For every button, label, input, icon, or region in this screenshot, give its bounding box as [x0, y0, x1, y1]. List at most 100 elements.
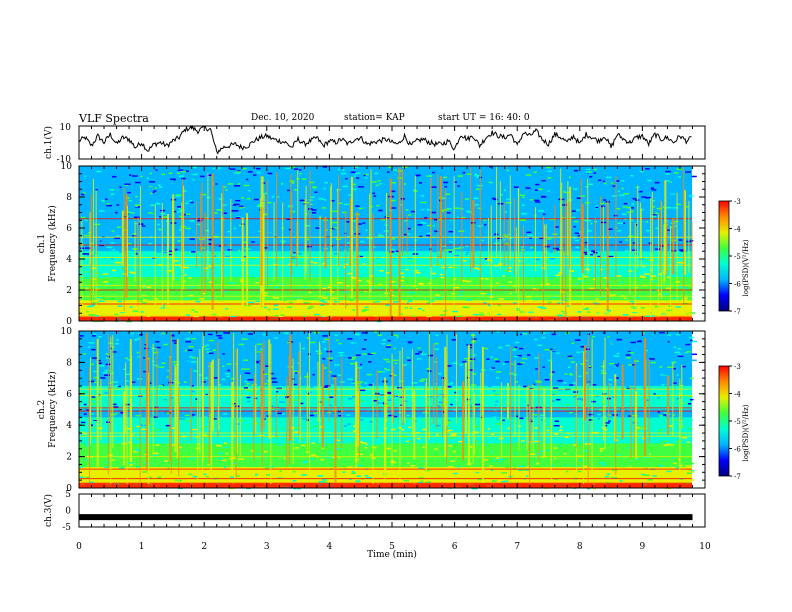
ch2-spectrogram-speckle [435, 334, 439, 337]
ch1-spectrogram-speckle [206, 196, 211, 199]
ch1-spectrogram-speckle [184, 215, 188, 217]
ch2-spectrogram-y-tick-label: 6 [66, 390, 72, 400]
ch2-spectrogram-speckle [411, 402, 415, 405]
ch2-spectrogram-speckle [475, 333, 479, 336]
ch1-spectrogram-speckle [458, 297, 461, 299]
ch1-spectrogram-speckle [445, 184, 450, 187]
ch2-spectrogram-speckle [368, 384, 373, 386]
ch1-spectrogram-speckle [163, 166, 166, 169]
ch1-spectrogram-speckle [114, 261, 118, 264]
ch1-spectrogram-speckle [527, 234, 534, 237]
ch2-spectrogram-speckle [437, 429, 443, 431]
ch3-voltage-tick-label: 0 [65, 507, 71, 517]
ch1-spectrogram-speckle [322, 262, 326, 265]
ch2-spectrogram-speckle [301, 474, 308, 476]
ch1-spectrogram-speckle [477, 268, 481, 271]
ch2-spectrogram-speckle [351, 470, 355, 473]
ch2-spectrogram-speckle [602, 332, 605, 334]
ch2-spectrogram-speckle [505, 466, 510, 469]
ch2-spectrogram-speckle [339, 354, 344, 357]
ch2-spectrogram-speckle [447, 365, 452, 367]
ch2-spectrogram-speckle [522, 333, 526, 335]
ch2-spectrogram-speckle [217, 483, 221, 485]
ch1-spectrogram-speckle [166, 270, 172, 272]
ch1-spectrogram-speckle [639, 170, 644, 173]
ch2-spectrogram-speckle [600, 369, 604, 372]
ch2-spectrogram-y-tick-label: 2 [66, 453, 72, 463]
ch2-spectrogram-speckle [683, 417, 687, 420]
ch2-spectrogram-speckle [627, 447, 633, 449]
ch1-spectrogram-speckle [355, 172, 361, 174]
ch1-spectrogram-speckle [609, 263, 613, 266]
ch1-spectrogram-speckle [364, 306, 369, 309]
ch1-spectrogram-speckle [264, 285, 267, 287]
ch1-spectrogram-speckle [262, 192, 267, 195]
ch1-spectrogram-band [79, 176, 692, 180]
ch1-spectrogram-speckle [631, 306, 636, 308]
ch1-spectrogram-speckle [117, 305, 123, 307]
ch2-spectrogram-speckle [406, 440, 410, 443]
ch2-spectrogram-speckle [648, 358, 655, 360]
ch2-spectrogram-speckle [418, 467, 424, 469]
ch2-spectrogram-colorbar-label: log(PSD)(V²/Hz) [742, 404, 750, 461]
ch2-spectrogram-speckle [640, 429, 645, 431]
ch2-spectrogram-speckle [104, 374, 110, 376]
ch2-spectrogram-speckle [463, 357, 468, 360]
ch1-spectrogram-speckle [561, 252, 567, 255]
ch1-spectrogram-speckle [309, 174, 316, 177]
ch1-spectrogram-speckle [186, 302, 190, 304]
ch1-spectrogram-speckle [262, 294, 268, 297]
ch2-spectrogram-speckle [348, 397, 353, 400]
ch1-spectrogram-speckle [497, 313, 502, 316]
ch2-spectrogram-speckle [309, 414, 314, 417]
ch1-spectrogram-speckle [337, 202, 343, 205]
ch2-spectrogram-speckle [576, 415, 580, 418]
ch1-spectrogram-speckle [519, 194, 526, 196]
ch2-spectrogram-speckle [673, 373, 677, 375]
ch2-spectrogram-speckle [353, 444, 356, 446]
ch1-spectrogram-speckle [277, 196, 280, 198]
ch2-spectrogram-speckle [525, 466, 529, 469]
ch2-spectrogram-speckle [486, 451, 491, 454]
ch2-spectrogram-speckle [195, 447, 201, 450]
ch2-spectrogram-speckle [650, 471, 653, 474]
ch1-spectrogram-speckle [323, 187, 327, 190]
ch1-spectrogram-speckle [180, 170, 186, 173]
ch2-spectrogram-speckle [447, 383, 453, 385]
ch2-spectrogram-speckle [100, 393, 103, 396]
ch1-spectrogram-speckle [413, 285, 417, 287]
ch1-spectrogram-speckle [183, 266, 189, 269]
ch2-spectrogram-speckle [317, 475, 324, 477]
ch2-spectrogram-speckle [390, 461, 397, 464]
ch1-spectrogram-speckle [296, 250, 303, 252]
ch2-spectrogram-speckle [597, 438, 604, 440]
ch2-spectrogram-speckle [323, 386, 328, 388]
ch2-spectrogram-speckle [331, 409, 338, 412]
ch2-spectrogram-speckle [538, 366, 543, 368]
ch2-spectrogram-speckle [666, 471, 672, 474]
ch1-spectrogram-speckle [128, 212, 135, 214]
ch2-spectrogram-speckle [612, 354, 618, 356]
ch2-spectrogram-speckle [315, 350, 321, 353]
ch1-spectrogram-speckle [456, 216, 460, 219]
ch1-spectrogram-speckle [532, 287, 536, 290]
ch1-spectrogram-speckle [212, 167, 215, 170]
ch2-spectrogram-speckle [353, 341, 357, 343]
ch2-spectrogram-speckle [496, 331, 500, 333]
ch2-spectrogram-band [79, 346, 692, 350]
ch1-spectrogram-speckle [183, 213, 186, 216]
ch2-spectrogram-speckle [663, 412, 669, 414]
ch2-spectrogram-speckle [301, 347, 306, 350]
ch2-spectrogram-speckle [513, 467, 517, 470]
ch1-spectrogram-speckle [247, 171, 253, 173]
ch1-spectrogram-speckle [319, 300, 325, 302]
ch1-spectrogram-speckle [258, 280, 262, 282]
ch2-spectrogram-speckle [317, 448, 323, 451]
ch2-spectrogram-speckle [691, 340, 698, 343]
ch1-spectrogram-band [79, 228, 692, 232]
ch2-spectrogram-speckle [514, 346, 518, 349]
ch1-spectrogram-speckle [469, 195, 475, 197]
ch1-spectrogram-speckle [201, 242, 206, 244]
ch2-spectrogram-speckle [371, 457, 376, 459]
